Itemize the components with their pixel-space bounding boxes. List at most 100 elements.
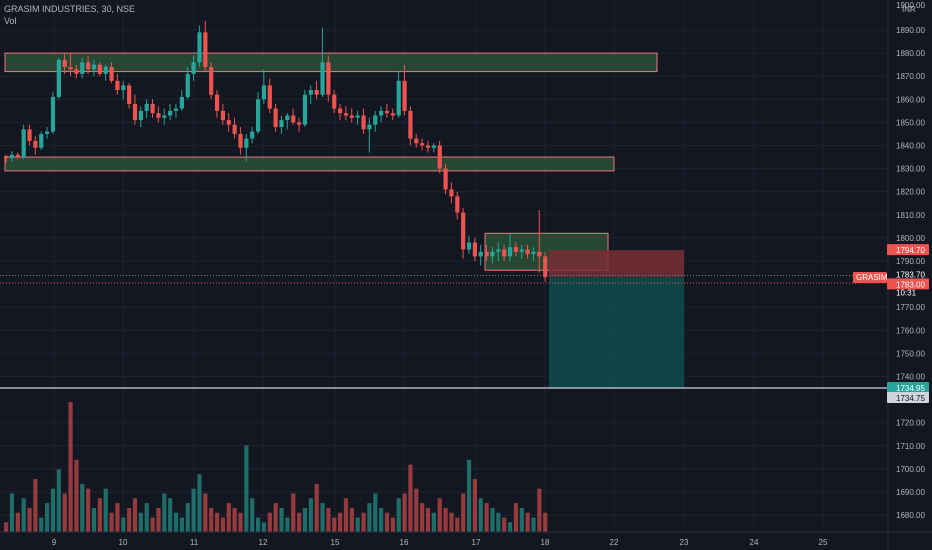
volume-bar [291,493,296,532]
candle-body [396,80,401,116]
volume-indicator-label[interactable]: Vol [4,16,17,26]
candle-body [379,110,384,116]
time-tick-label: 9 [52,538,57,547]
time-tick-label: 24 [750,538,759,547]
volume-bar [244,445,249,532]
volume-bar [513,503,519,532]
candle-body [91,64,97,70]
last-price-tag: 1783.00 [896,280,925,289]
volume-bar [431,512,436,532]
candle-body [484,251,489,257]
price-tick-label: 1680.00 [896,511,925,520]
time-tick-label: 18 [541,538,550,547]
candle-body [109,66,114,81]
volume-bar [150,517,155,532]
axis-corner-value: 1900.00 [896,1,925,10]
volume-bar [507,522,513,532]
price-tick-label: 1870.00 [896,72,925,81]
volume-bar [267,512,272,532]
candle-body [21,129,26,158]
candle-body [74,69,79,74]
candle-body [132,103,138,121]
volume-bar [56,469,61,532]
candle-body [384,110,390,114]
volume-bar [320,503,325,532]
volume-bar [396,498,401,532]
candle-body [203,32,208,67]
candle-body [127,85,132,104]
time-tick-label: 16 [400,538,409,547]
candle-body [185,73,190,97]
volume-bar [314,483,319,532]
time-tick-label: 23 [680,538,689,547]
candle-body [408,110,413,139]
volume-bar [103,488,108,532]
candle-body [115,80,120,91]
stop-price-tag-bg [887,244,929,256]
time-tick-label: 11 [190,538,199,547]
volume-bar [285,517,290,532]
candle-body [543,256,548,278]
support-zone [4,156,615,172]
candle-body [144,103,149,111]
candle-body [338,108,343,114]
stop-loss-area [549,250,684,278]
time-tick-label: 15 [331,538,340,547]
volume-bar [197,474,202,532]
volume-bar [466,459,472,532]
volume-bar [185,503,190,532]
candle-body [197,32,202,63]
volume-bar [525,512,530,532]
candle-body [97,64,102,74]
candle-body [367,124,372,130]
price-lines [0,275,888,389]
volume-bar [308,498,313,532]
price-tick-label: 1880.00 [896,49,925,58]
candle-body [531,251,536,255]
volume-bar [384,512,390,532]
time-tick-label: 25 [819,538,828,547]
candle-body [466,242,472,250]
volume-bar [162,493,167,532]
volume-bar [168,498,173,532]
volume-bar [115,503,120,532]
price-tick-label: 1690.00 [896,488,925,497]
volume-bar [502,517,507,532]
volume-bar [343,498,349,532]
candle-body [461,212,466,250]
chart-grid [0,0,888,532]
candle-body [279,120,284,128]
candle-body [402,80,407,111]
volume-bar [478,498,483,532]
price-tick-label: 1790.00 [896,257,925,266]
volume-bar [173,512,179,532]
volume-bar [297,512,302,532]
candle-body [443,168,448,190]
price-tick-label: 1710.00 [896,442,925,451]
candle-body [9,154,15,159]
volume-bar [9,493,15,532]
volume-bar [86,488,91,532]
currency-label[interactable]: INR [902,5,916,14]
line-price-tag-bg [887,392,929,403]
short-position-tool[interactable] [549,250,684,389]
candle-body [45,131,50,134]
time-axis[interactable]: 9 10 11 12 15 16 17 18 22 23 24 25 [0,531,932,547]
candle-body [349,115,354,118]
last-price-tag-bg [887,278,929,290]
volume-bar [531,517,536,532]
candlesticks [4,20,548,282]
volume-bar [408,464,413,532]
candle-body [156,113,161,118]
volume-bar [226,503,231,532]
candle-body [209,66,214,95]
volume-bar [472,479,477,532]
candle-body [472,242,477,257]
volume-bar [420,503,425,532]
candle-body [525,249,530,255]
volume-bar [68,402,73,532]
volume-bar [27,507,32,532]
candle-body [502,249,507,257]
volume-bar [97,498,102,532]
